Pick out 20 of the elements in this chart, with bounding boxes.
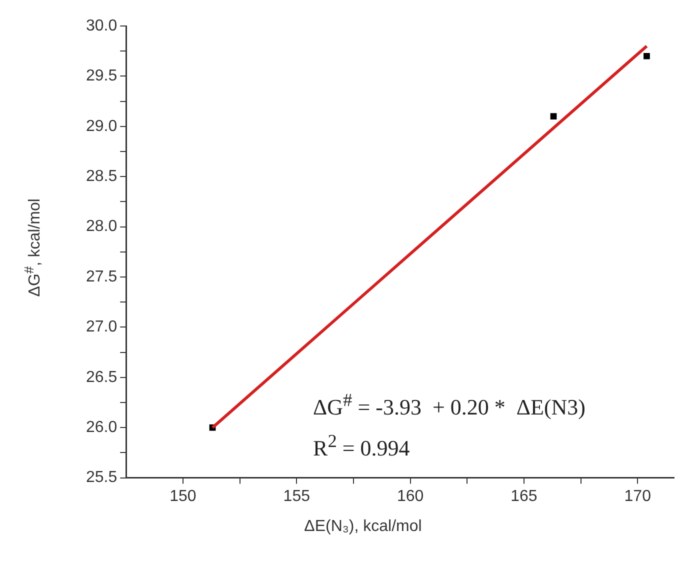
y-tick-label: 29.5 <box>86 68 118 85</box>
point <box>550 113 557 120</box>
point <box>644 52 650 60</box>
annotation: R$^{2}$ = 0.994 <box>313 430 411 463</box>
y-tick-label: 28.0 <box>86 218 118 236</box>
annotation: ΔG$^{#}$ = -3.93 + 0.20 * ΔE(N3) <box>313 389 586 422</box>
x-axis-title: ΔE(N₃), kcal/mol <box>303 518 423 536</box>
y-tick-label: 29.0 <box>86 118 118 135</box>
y-tick-label: 28.5 <box>86 168 118 186</box>
y-tick-label: 26.5 <box>86 368 118 386</box>
y-tick-label: 27.0 <box>86 318 118 336</box>
x-tick-label: 150 <box>170 488 196 505</box>
x-tick-label: 165 <box>510 488 538 505</box>
x-tick-label: 155 <box>283 488 310 505</box>
x-tick-label: 160 <box>396 488 424 505</box>
y-tick-label: 27.5 <box>86 268 118 286</box>
y-tick-label: 25.5 <box>86 469 118 486</box>
x-tick-label: 170 <box>624 488 652 505</box>
y-tick-label: 26.0 <box>86 419 118 436</box>
y-tick-label: 30.0 <box>86 17 118 34</box>
